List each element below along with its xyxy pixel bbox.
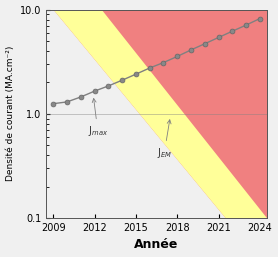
Text: J$_{max}$: J$_{max}$ — [88, 98, 108, 138]
Text: J$_{EM}$: J$_{EM}$ — [157, 120, 172, 160]
Y-axis label: Densité de courant (MA.cm⁻²): Densité de courant (MA.cm⁻²) — [6, 46, 14, 181]
X-axis label: Année: Année — [134, 238, 179, 251]
